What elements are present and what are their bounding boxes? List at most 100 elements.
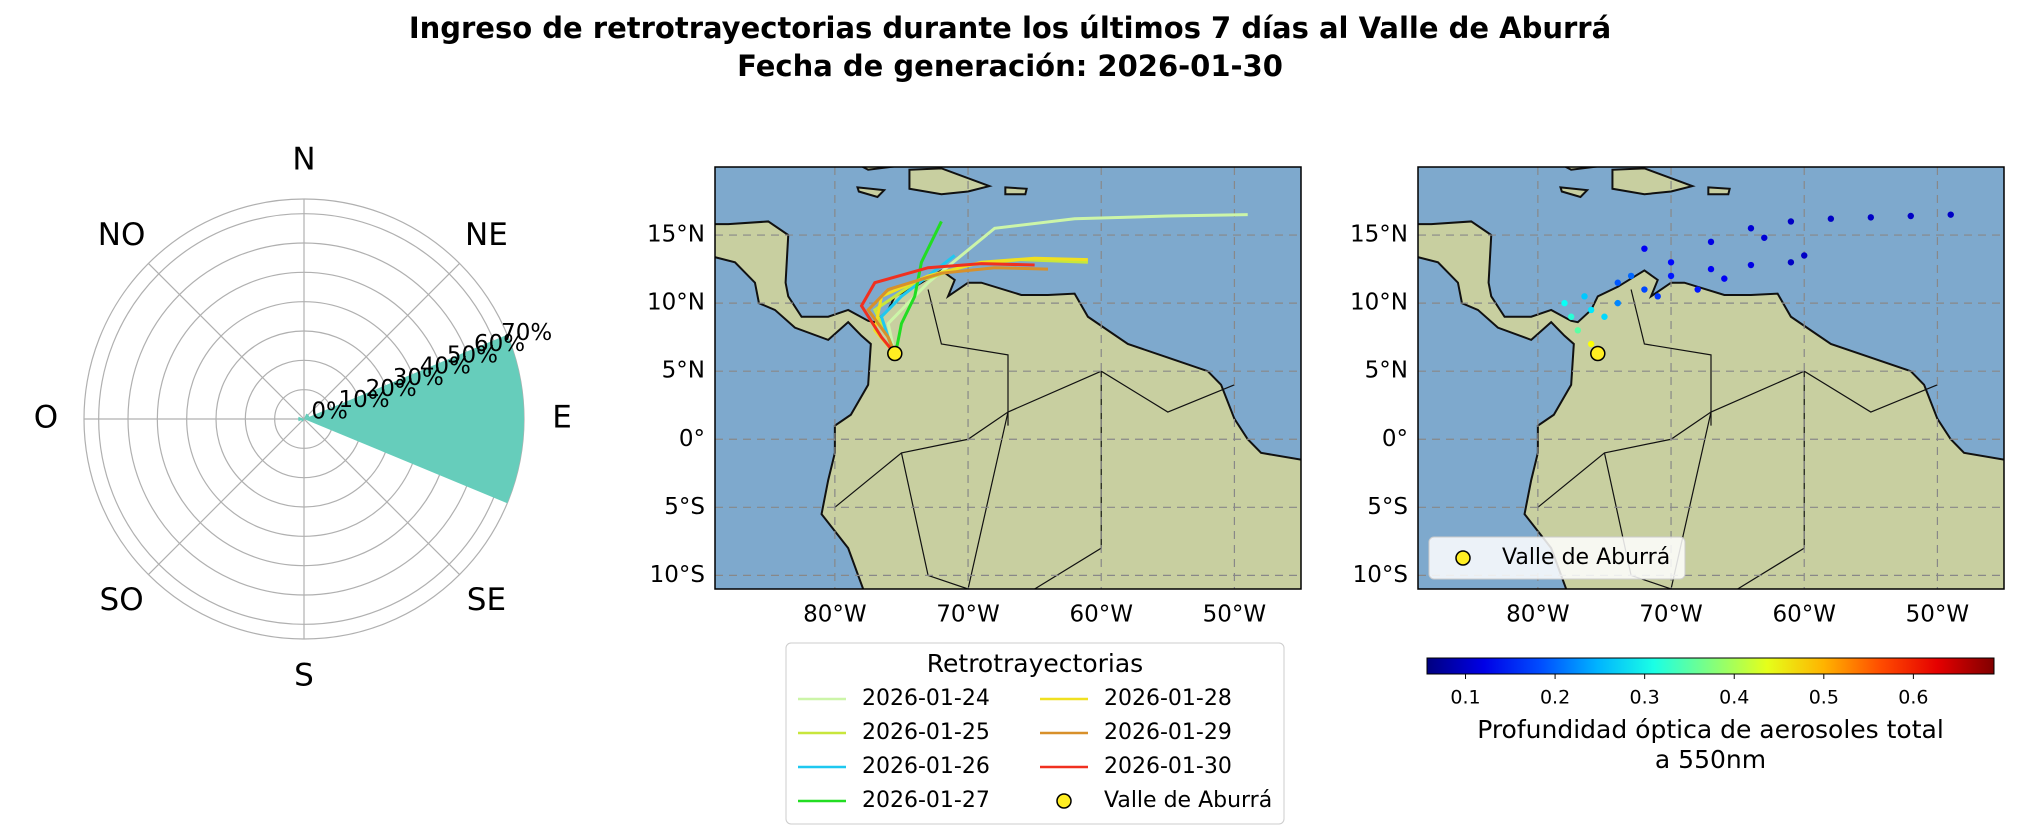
title: Ingreso de retrotrayectorias durante los… (409, 11, 1611, 45)
direction-label: SE (467, 582, 506, 618)
r-tick-label: 40% (420, 354, 471, 380)
r-tick-label: 10% (338, 387, 389, 413)
colorbar-tick-label: 0.1 (1450, 687, 1480, 709)
x-tick-label: 50°W (1906, 602, 1970, 628)
aod-point (1667, 272, 1675, 280)
land (856, 186, 887, 199)
site-marker (887, 345, 903, 362)
direction-label: E (552, 400, 572, 436)
land (1707, 186, 1731, 196)
trajectory (886, 213, 1248, 354)
r-tick-label: 60% (474, 331, 525, 357)
legend-label: 2026-01-28 (1104, 686, 1232, 711)
aod-point (1707, 238, 1715, 246)
y-tick-label: 5°N (662, 358, 705, 384)
legend-label: Valle de Aburrá (1502, 545, 1670, 570)
legend-box (785, 642, 1285, 825)
map-frame (1417, 166, 2005, 590)
aod-point (1614, 299, 1621, 307)
aod-point (1581, 293, 1588, 300)
direction-label: N (292, 142, 315, 178)
map-frame (714, 166, 1302, 590)
land (1004, 186, 1028, 196)
aod-point (1641, 245, 1648, 252)
x-tick-label: 70°W (936, 602, 1000, 628)
r-tick-label: 20% (366, 376, 417, 402)
y-tick-label: 10°S (1353, 562, 1408, 588)
border (967, 411, 1009, 589)
wedge (298, 416, 304, 422)
legend-label: 2026-01-27 (862, 788, 990, 813)
y-tick-label: 10°N (647, 290, 705, 316)
legend-label: 2026-01-30 (1104, 754, 1232, 779)
aod-point (1614, 279, 1621, 286)
colorbar-label: Profundidad óptica de aerosoles total (1477, 715, 1944, 744)
x-tick-label: 70°W (1639, 602, 1703, 628)
subtitle: Fecha de generación: 2026-01-30 (737, 49, 1283, 83)
x-tick-label: 50°W (1203, 602, 1267, 628)
direction-label: SO (100, 582, 144, 618)
legend-swatch (1056, 793, 1072, 809)
land (860, 167, 899, 171)
aod-point (1787, 218, 1795, 225)
aod-point (1561, 299, 1568, 307)
direction-label: NE (465, 217, 508, 253)
direction-label: S (294, 658, 314, 694)
r-tick-label: 50% (447, 342, 498, 368)
y-tick-label: 10°S (650, 562, 705, 588)
legend-label: 2026-01-26 (862, 754, 990, 779)
colorbar-tick-label: 0.3 (1630, 687, 1660, 709)
aod-point (1827, 215, 1835, 222)
aod-point (1587, 306, 1595, 314)
aod-point (1787, 259, 1795, 266)
wedge (304, 413, 310, 419)
legend-label: Valle de Aburrá (1104, 788, 1272, 813)
y-tick-label: 5°S (664, 494, 705, 520)
legend-label: 2026-01-25 (862, 720, 990, 745)
aod-point (1641, 286, 1648, 293)
aod-point (1947, 211, 1954, 218)
land (908, 167, 993, 196)
aod-point (1567, 313, 1575, 320)
colorbar-label: a 550nm (1655, 745, 1766, 774)
legend-title: Retrotrayectorias (927, 649, 1143, 678)
land (1559, 186, 1590, 199)
colorbar (1426, 657, 1995, 675)
aod-point (1587, 340, 1595, 348)
aod-point (1721, 275, 1728, 282)
colorbar-tick-label: 0.6 (1898, 687, 1928, 709)
land (1611, 167, 1696, 196)
aod-point (1761, 234, 1768, 241)
map-area (1418, 167, 2004, 589)
map-area (715, 167, 1301, 589)
aod-point (1694, 286, 1701, 293)
aod-point (1654, 293, 1661, 300)
trajectory (893, 220, 943, 354)
aod-point (1574, 327, 1582, 334)
spoke (148, 418, 305, 575)
x-tick-label: 60°W (1069, 602, 1133, 628)
r-tick-label: 70% (501, 320, 552, 346)
y-tick-label: 15°N (647, 222, 705, 248)
colorbar-tick-label: 0.4 (1719, 687, 1749, 709)
r-tick-label: 0% (311, 398, 348, 424)
border (1630, 289, 1712, 426)
r-tick-label: 30% (393, 365, 444, 391)
legend-label: 2026-01-24 (862, 686, 990, 711)
trajectory (859, 262, 1035, 355)
colorbar-tick-label: 0.5 (1809, 687, 1839, 709)
x-tick-label: 80°W (803, 602, 867, 628)
y-tick-label: 0° (1382, 426, 1408, 452)
aod-point (1667, 259, 1675, 266)
spoke (303, 418, 460, 575)
direction-label: O (34, 400, 58, 436)
colorbar-tick-label: 0.2 (1540, 687, 1570, 709)
land (1563, 167, 1602, 171)
y-tick-label: 15°N (1350, 222, 1408, 248)
aod-point (1601, 313, 1608, 320)
wedge (301, 419, 304, 422)
legend-label: 2026-01-29 (1104, 720, 1232, 745)
y-tick-label: 5°S (1367, 494, 1408, 520)
x-tick-label: 60°W (1772, 602, 1836, 628)
trajectory (866, 266, 1048, 355)
